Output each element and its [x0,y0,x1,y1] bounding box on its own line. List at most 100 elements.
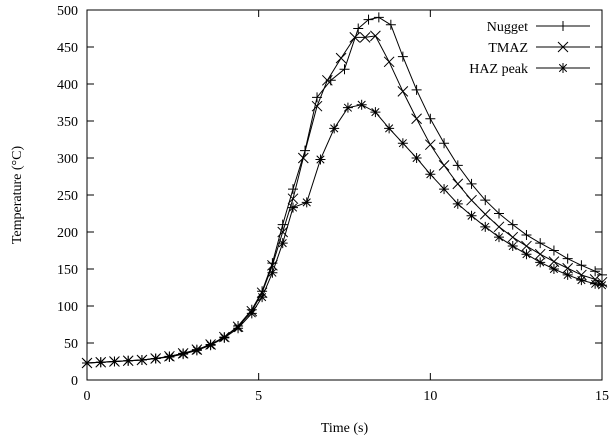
data-point-nugget [466,178,477,189]
data-point-tmaz [424,139,436,151]
data-point-nugget [385,19,396,30]
data-point-haz-peak [150,353,161,364]
data-point-haz-peak [494,232,504,243]
series-layer [81,12,608,369]
y-tick-label: 200 [57,226,78,241]
legend-item-nugget: Nugget [487,20,590,35]
y-tick-label: 50 [64,337,78,352]
legend-marker [557,41,569,53]
x-axis-label: Time (s) [321,421,369,436]
data-point-haz-peak [425,169,436,180]
data-point-haz-peak [466,210,477,221]
data-point-haz-peak [219,332,230,343]
data-point-haz-peak [535,257,546,268]
data-point-tmaz [521,240,532,252]
data-point-haz-peak [411,153,422,163]
data-point-haz-peak [233,323,244,334]
data-point-haz-peak [329,123,340,134]
data-point-haz-peak [205,340,216,351]
data-point-tmaz [297,152,309,164]
data-point-haz-peak [370,107,381,118]
x-tick-label: 5 [255,389,262,404]
x-tick-label: 10 [423,389,437,404]
data-point-nugget [562,253,573,264]
y-tick-label: 100 [57,300,78,315]
y-tick-label: 450 [57,41,78,56]
data-point-tmaz [411,113,422,125]
data-point-nugget [397,51,408,62]
data-point-tmaz [311,100,323,112]
data-point-haz-peak [136,355,147,366]
data-point-haz-peak [576,275,587,286]
y-tick-label: 350 [57,115,78,130]
series-haz-peak [82,99,607,368]
data-point-haz-peak [95,357,106,368]
data-point-nugget [494,208,504,219]
data-point-haz-peak [521,249,532,260]
data-point-tmaz [548,256,560,267]
y-tick-label: 150 [57,263,78,278]
data-point-nugget [288,184,298,195]
data-point-tmaz [452,178,464,190]
data-point-haz-peak [301,197,312,208]
legend-marker [558,63,568,73]
data-point-tmaz [397,86,409,97]
data-point-haz-peak [315,154,326,165]
data-point-tmaz [321,74,333,86]
data-point-haz-peak [548,264,559,274]
data-point-haz-peak [123,355,134,366]
data-point-haz-peak [356,99,367,110]
data-point-nugget [363,14,374,25]
data-point-nugget [339,64,350,75]
data-point-nugget [590,266,601,277]
data-point-tmaz [438,160,450,171]
legend-label: TMAZ [488,41,528,56]
data-point-nugget [521,229,532,240]
data-point-tmaz [479,208,491,220]
data-point-nugget [576,260,587,271]
data-point-haz-peak [480,221,491,232]
data-point-nugget [507,219,518,230]
x-tick-label: 15 [595,389,609,404]
data-point-nugget [353,23,364,34]
data-point-haz-peak [277,238,288,249]
data-point-haz-peak [178,349,189,360]
data-point-tmaz [466,194,477,206]
legend-item-tmaz: TMAZ [488,41,590,56]
data-point-tmaz [493,221,505,233]
data-point-tmaz [349,32,361,43]
data-point-haz-peak [597,280,607,291]
legend-label: Nugget [487,20,528,35]
x-tick-label: 0 [84,389,91,404]
data-point-haz-peak [397,138,408,149]
data-point-tmaz [576,269,587,281]
data-point-haz-peak [109,356,120,367]
data-point-nugget [425,113,436,124]
data-point-nugget [452,160,463,171]
data-point-haz-peak [439,184,450,195]
data-point-nugget [411,84,422,95]
data-point-nugget [373,12,384,23]
data-point-haz-peak [384,123,395,134]
data-point-nugget [480,195,491,206]
axes-ticks [86,9,603,381]
data-point-haz-peak [191,345,202,356]
data-point-nugget [597,269,607,280]
data-point-nugget [548,245,559,256]
data-point-tmaz [507,231,519,243]
data-point-nugget [439,138,450,149]
legend-item-haz-peak: HAZ peak [469,62,590,77]
data-point-nugget [535,238,546,249]
data-point-tmaz [534,248,546,260]
data-point-haz-peak [257,292,268,303]
legend: Nugget TMAZ HAZ peak [469,20,590,77]
series-nugget [82,12,607,368]
legend-label: HAZ peak [469,62,528,77]
legend-marker [558,21,568,31]
y-tick-label: 300 [57,152,78,167]
data-point-haz-peak [452,198,463,209]
data-point-haz-peak [562,269,573,280]
data-point-haz-peak [267,267,278,278]
